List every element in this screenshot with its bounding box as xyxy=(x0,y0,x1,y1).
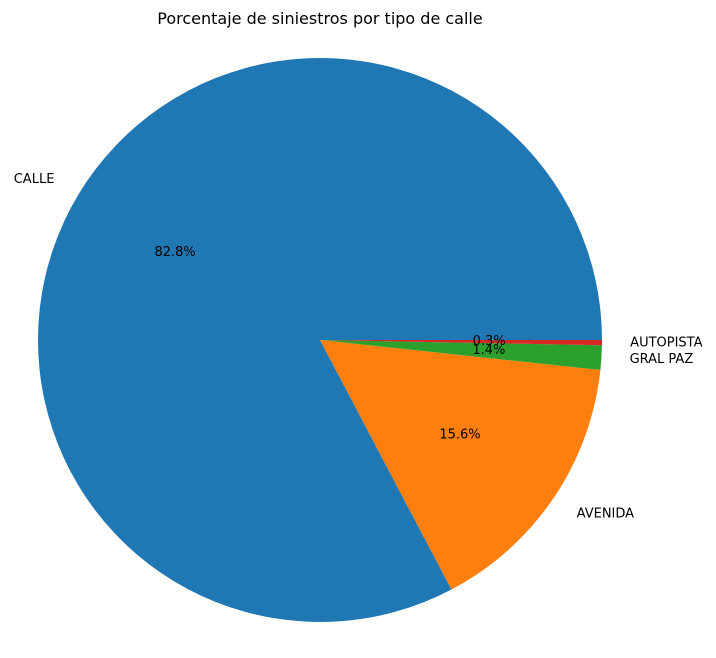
pie-slices xyxy=(37,57,602,622)
slice-label-autopista: AUTOPISTA xyxy=(630,335,702,350)
slice-pct-calle: 82.8% xyxy=(154,245,195,260)
pie-slice-avenida xyxy=(320,340,601,590)
chart-title: Porcentaje de siniestros por tipo de cal… xyxy=(157,9,482,28)
slice-label-gral-paz: GRAL PAZ xyxy=(630,352,694,367)
pie-slice-autopista xyxy=(320,340,602,346)
pie-slice-calle xyxy=(37,57,602,622)
slice-pct-autopista: 0.3% xyxy=(473,334,506,349)
slice-pct-avenida: 15.6% xyxy=(439,428,480,443)
slice-label-calle: CALLE xyxy=(14,172,55,187)
slice-label-avenida: AVENIDA xyxy=(577,507,635,522)
slice-pct-gral-paz: 1.4% xyxy=(472,343,505,358)
pie-slice-gral-paz xyxy=(320,340,602,371)
pie-labels: CALLE 82.8% AVENIDA 15.6% GRAL PAZ 1.4% AUTOPI… xyxy=(14,172,703,521)
